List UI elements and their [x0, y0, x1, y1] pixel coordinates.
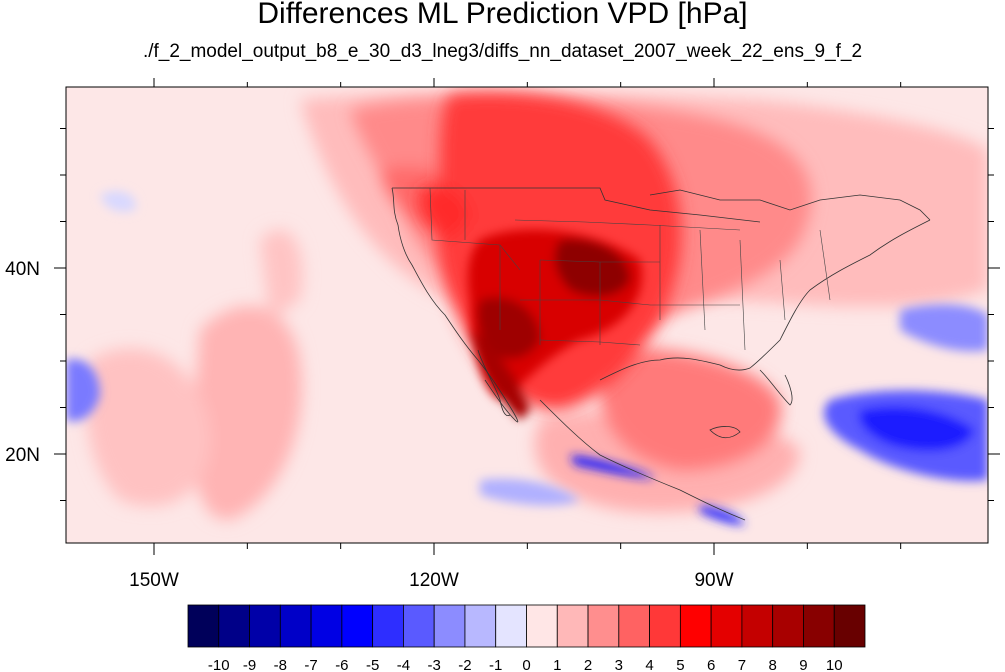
colorbar-cell	[341, 604, 374, 648]
anomaly-dark-red	[468, 229, 642, 420]
colorbar-label: 0	[522, 657, 530, 672]
lon-tick-label: 120W	[409, 570, 459, 591]
colorbar-label: 10	[826, 657, 843, 672]
colorbar-cell	[310, 604, 343, 648]
colorbar-cell	[803, 604, 835, 648]
colorbar-cell	[833, 604, 866, 648]
colorbar-label: 7	[738, 657, 746, 672]
colorbar-cell	[218, 604, 250, 648]
colorbar-cell	[649, 604, 681, 648]
colorbar-cell	[587, 604, 620, 648]
field-layer	[66, 92, 988, 525]
colorbar-label: -10	[208, 657, 230, 672]
colorbar-label: -4	[397, 657, 410, 672]
colorbar-label: -8	[274, 657, 287, 672]
axis-tick-labels: 150W 120W 90W 40N 20N	[5, 259, 733, 591]
lon-tick-label: 90W	[694, 570, 733, 591]
colorbar-label: 1	[553, 657, 561, 672]
colorbar-label: 6	[707, 657, 715, 672]
colorbar-label: -2	[458, 657, 471, 672]
colorbar-cell	[679, 604, 712, 648]
colorbar-label: -3	[428, 657, 441, 672]
colorbar-label: 9	[799, 657, 807, 672]
colorbar-cell	[526, 604, 558, 648]
colorbar-cell	[556, 604, 589, 648]
colorbar-labels: -10 -9 -8 -7 -6 -5 -4 -3 -2 -1 0 1 2 3 4 5 6 7 8 9 10	[208, 657, 843, 672]
colorbar-cell	[618, 604, 650, 648]
coastlines	[391, 187, 931, 521]
lat-tick-label: 20N	[5, 445, 40, 466]
colorbar-label: 8	[769, 657, 777, 672]
colorbar-cell	[741, 604, 774, 648]
lat-tick-label: 40N	[5, 259, 40, 280]
lon-tick-label: 150W	[129, 570, 179, 591]
colorbar-cell	[403, 604, 435, 648]
colorbar-cell	[249, 604, 281, 648]
colorbar-label: -7	[304, 657, 317, 672]
colorbar-label: -9	[243, 657, 256, 672]
chart-title: Differences ML Prediction VPD [hPa]	[257, 0, 748, 30]
colorbar-cell	[433, 604, 466, 648]
colorbar-label: 4	[645, 657, 653, 672]
axis-ticks	[54, 78, 1000, 555]
colorbar-label: 5	[676, 657, 684, 672]
anomaly-blue	[66, 190, 988, 525]
colorbar-cell	[464, 604, 497, 648]
colorbar-label: -5	[366, 657, 379, 672]
colorbar-label: 2	[584, 657, 592, 672]
colorbar-cell	[187, 604, 220, 648]
chart-subtitle: ./f_2_model_output_b8_e_30_d3_lneg3/diff…	[142, 41, 863, 62]
colorbar-label: -6	[335, 657, 348, 672]
colorbar-cell	[279, 604, 312, 648]
colorbar-cell	[372, 604, 404, 648]
colorbar-label: -1	[489, 657, 502, 672]
colorbar-label: 3	[615, 657, 623, 672]
colorbar-cell	[495, 604, 527, 648]
colorbar-cell	[710, 604, 743, 648]
colorbar-cells	[187, 604, 866, 648]
colorbar-cell	[772, 604, 804, 648]
state-boundaries	[429, 187, 831, 351]
